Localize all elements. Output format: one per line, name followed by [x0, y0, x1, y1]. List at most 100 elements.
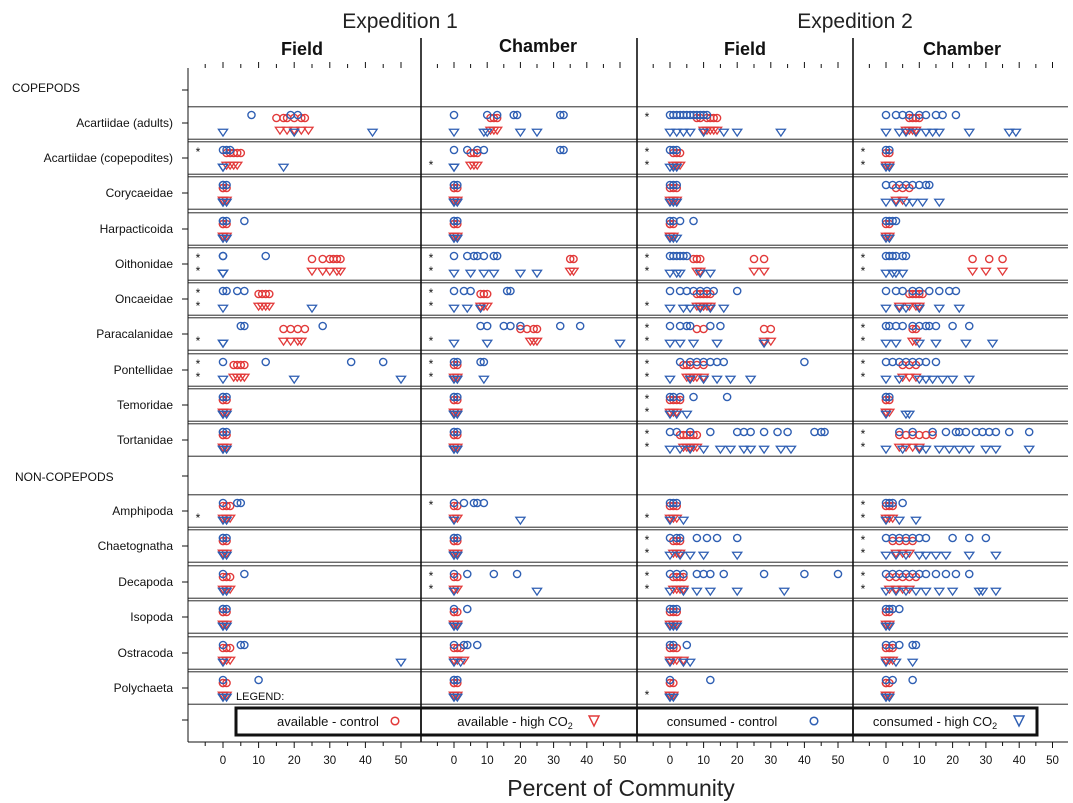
data-point-triangle [920, 128, 932, 138]
x-tick-label: 40 [798, 755, 811, 767]
data-point-circle [706, 569, 715, 579]
row-label: Corycaeidae [106, 186, 174, 200]
data-point-circle [449, 286, 459, 296]
data-point-triangle [900, 128, 912, 138]
data-point-triangle [677, 128, 690, 138]
data-point-triangle [670, 198, 683, 208]
data-point-triangle [778, 587, 791, 597]
data-point-triangle [217, 269, 229, 279]
data-point-circle [898, 286, 907, 296]
data-point-circle [885, 498, 894, 508]
data-point-triangle [714, 445, 727, 455]
data-point-circle [722, 392, 732, 402]
data-point-triangle [395, 658, 407, 668]
legend-label: available - control [277, 714, 379, 729]
data-point-triangle [306, 304, 318, 314]
data-point-triangle [883, 234, 896, 244]
data-point-circle [702, 110, 712, 120]
legend-symbol-circle [809, 716, 819, 726]
data-point-triangle [670, 410, 683, 420]
data-point-triangle [946, 375, 959, 385]
significance-star: * [645, 569, 650, 583]
data-point-circle [941, 427, 951, 437]
data-point-triangle [451, 232, 464, 242]
x-tick-label: 10 [252, 755, 265, 767]
data-point-triangle [890, 339, 902, 349]
data-point-triangle [880, 304, 892, 314]
data-point-triangle [614, 339, 626, 349]
data-point-circle [908, 427, 917, 437]
data-point-triangle [670, 408, 683, 418]
data-point-triangle [953, 304, 966, 314]
data-point-triangle [880, 410, 892, 420]
data-point-triangle [890, 658, 902, 668]
data-point-triangle [670, 234, 683, 244]
x-tick-label: 30 [764, 755, 777, 767]
significance-star: * [645, 427, 650, 441]
data-point-triangle [220, 620, 233, 630]
significance-star: * [645, 440, 650, 454]
data-point-triangle [220, 622, 233, 632]
data-point-circle [512, 110, 522, 120]
data-point-circle [901, 251, 911, 261]
data-point-triangle [684, 658, 696, 668]
data-point-triangle [910, 126, 922, 136]
data-point-circle [672, 145, 682, 155]
data-point-triangle [711, 339, 723, 349]
data-point-circle [1024, 427, 1034, 437]
data-point-triangle [936, 375, 949, 385]
data-point-circle [469, 251, 479, 261]
data-point-circle [964, 321, 974, 331]
data-point-triangle [451, 375, 464, 385]
data-point-circle [569, 254, 578, 264]
data-point-triangle [677, 304, 690, 314]
data-point-circle [247, 110, 256, 120]
data-point-circle [719, 357, 729, 367]
data-point-triangle [920, 445, 932, 455]
data-point-circle [222, 533, 231, 543]
data-point-triangle [930, 551, 942, 561]
significance-star: * [429, 334, 434, 348]
data-point-triangle [220, 196, 233, 206]
data-point-triangle [717, 128, 730, 138]
data-point-circle [449, 110, 459, 120]
data-point-circle [964, 533, 974, 543]
data-point-circle [695, 254, 705, 264]
data-point-circle [565, 254, 575, 264]
data-point-circle [915, 286, 924, 296]
data-point-triangle [664, 587, 676, 597]
data-point-circle [888, 498, 897, 508]
data-point-circle [469, 498, 479, 508]
legend-symbol-triangle [1012, 715, 1026, 728]
data-point-triangle [277, 163, 290, 173]
data-point-triangle [913, 302, 926, 312]
data-point-triangle [748, 267, 760, 277]
data-point-circle [479, 289, 489, 299]
data-point-circle [453, 392, 462, 402]
row-label: Harpacticoida [100, 222, 174, 236]
data-point-circle [240, 321, 249, 331]
data-point-triangle [903, 302, 916, 312]
data-point-triangle [764, 337, 777, 347]
data-point-circle [449, 501, 459, 511]
data-point-triangle [531, 587, 543, 597]
data-point-circle [300, 324, 310, 334]
data-point-triangle [674, 551, 686, 561]
data-point-circle [669, 640, 678, 650]
x-tick-label: 30 [980, 755, 993, 767]
significance-star: * [645, 405, 650, 419]
data-point-circle [449, 533, 459, 543]
data-point-circle [820, 427, 829, 437]
data-point-triangle [890, 551, 902, 561]
data-point-circle [222, 427, 231, 437]
data-point-triangle [220, 516, 233, 526]
data-point-triangle [667, 693, 680, 703]
data-point-circle [261, 251, 271, 261]
data-point-triangle [890, 549, 902, 559]
data-point-triangle [980, 445, 992, 455]
data-point-triangle [677, 587, 690, 597]
data-point-triangle [677, 516, 690, 526]
data-point-circle [240, 360, 249, 370]
data-point-triangle [758, 267, 770, 277]
data-point-triangle [224, 585, 236, 595]
